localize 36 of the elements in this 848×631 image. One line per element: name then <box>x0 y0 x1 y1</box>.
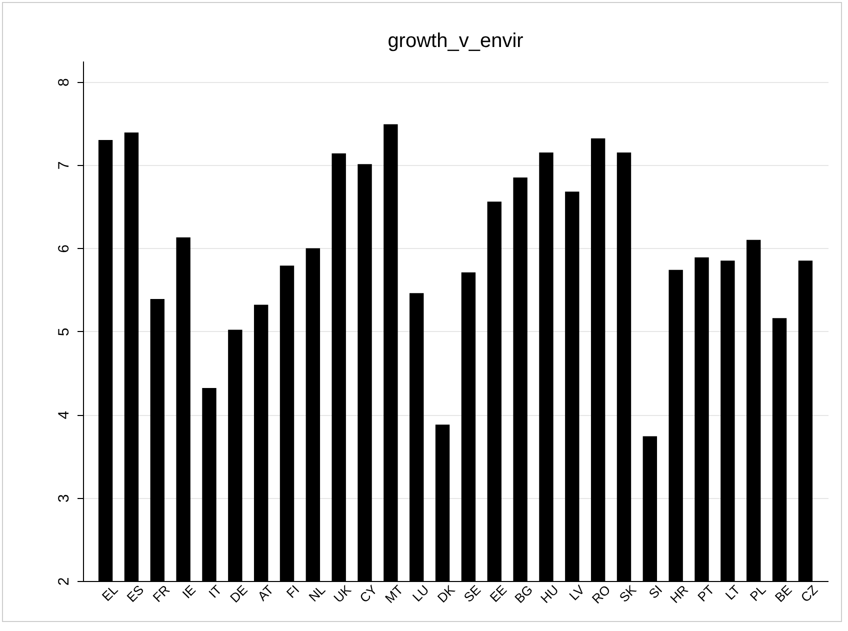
x-tick-label: PT <box>694 582 717 604</box>
chart-title: growth_v_envir <box>388 30 524 52</box>
x-tick-label: EE <box>486 582 510 605</box>
x-tick-label: UK <box>330 582 354 606</box>
x-tick-label: HR <box>667 582 692 606</box>
y-tick-label: 5 <box>56 328 72 336</box>
x-tick-label: DK <box>434 582 458 606</box>
x-tick-label: PL <box>746 582 769 604</box>
x-tick-label: FI <box>283 582 302 601</box>
x-tick-label: MT <box>382 582 406 606</box>
x-tick-label: AT <box>254 582 276 604</box>
x-tick-label: NL <box>306 582 328 604</box>
x-tick-label: LT <box>722 582 743 603</box>
x-tick-label: HU <box>538 582 562 606</box>
x-tick-label: CY <box>356 582 380 606</box>
x-tick-label: IT <box>206 582 224 601</box>
x-tick-label: LV <box>566 582 588 604</box>
y-tick-label: 6 <box>56 244 72 253</box>
y-tick-label: 4 <box>56 410 72 420</box>
x-tick-label: SK <box>616 582 640 605</box>
x-tick-label: CZ <box>798 582 821 605</box>
x-tick-label: IE <box>179 582 199 602</box>
y-tick-label: 7 <box>56 161 72 170</box>
x-tick-label: FR <box>150 582 173 605</box>
x-tick-label: BG <box>512 582 536 606</box>
x-tick-label: EL <box>98 582 121 604</box>
x-tick-label: RO <box>588 582 614 606</box>
y-tick-label: 3 <box>56 494 72 502</box>
x-tick-label: SE <box>460 582 484 605</box>
x-tick-label: DE <box>226 582 251 606</box>
x-tick-label: SI <box>646 582 666 602</box>
x-tick-label: BE <box>772 582 795 605</box>
x-tick-label: ES <box>124 582 147 605</box>
x-tick-label: LU <box>409 582 432 604</box>
y-tick-label: 8 <box>56 78 72 86</box>
y-tick-label: 2 <box>56 577 72 586</box>
